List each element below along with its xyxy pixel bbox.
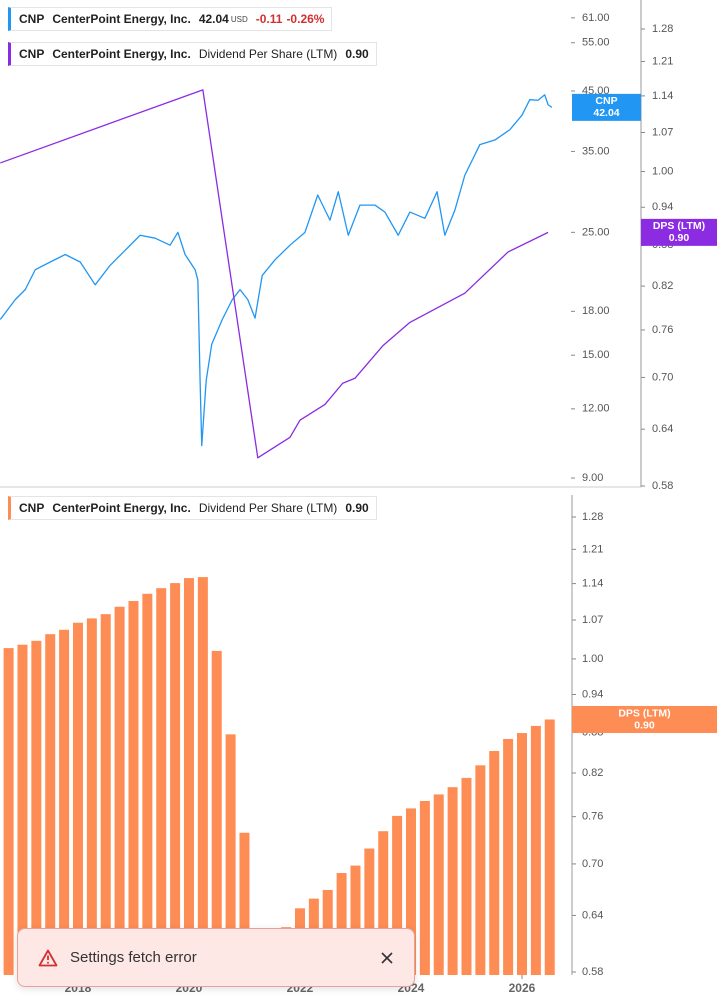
y-tick-label: 1.21 (582, 543, 603, 555)
warning-icon (38, 949, 58, 966)
y-tick-label: 1.28 (652, 23, 673, 35)
series-line (0, 89, 549, 459)
y-tick-label: 0.76 (582, 811, 603, 823)
legend-dps: CNP CenterPoint Energy, Inc. Dividend Pe… (8, 42, 377, 66)
company: CenterPoint Energy, Inc. (52, 501, 191, 515)
badge-value: 42.04 (593, 107, 619, 119)
bar (211, 650, 222, 975)
bar (17, 644, 28, 975)
badge-label: DPS (LTM) (653, 220, 705, 232)
y-tick-label: 9.00 (582, 472, 603, 484)
bar (350, 865, 361, 975)
y-tick-label: 55.00 (582, 37, 610, 49)
y-tick-label: 1.14 (582, 578, 603, 590)
toast-message: Settings fetch error (70, 949, 197, 966)
bar (447, 787, 458, 975)
bar (45, 634, 56, 975)
company: CenterPoint Energy, Inc. (52, 12, 191, 26)
ticker: CNP (19, 501, 45, 515)
value-badge (641, 218, 717, 246)
bar (183, 578, 194, 975)
company: CenterPoint Energy, Inc. (52, 47, 191, 61)
y-tick-label: 15.00 (582, 349, 610, 361)
metric: Dividend Per Share (LTM) (198, 47, 338, 61)
value-badge (572, 93, 641, 121)
y-tick-label: 35.00 (582, 145, 610, 157)
bar (503, 738, 514, 975)
change-pct: -0.26% (286, 12, 325, 26)
legend-price: CNP CenterPoint Energy, Inc. 42.04 USD -… (8, 7, 333, 31)
bar (100, 614, 111, 975)
bar (31, 640, 42, 975)
y-tick-label: 1.07 (652, 126, 673, 138)
bar (86, 618, 97, 975)
bar (225, 734, 236, 975)
bar (364, 848, 375, 975)
bar (72, 622, 83, 975)
value: 0.90 (345, 47, 369, 61)
metric: Dividend Per Share (LTM) (198, 501, 338, 515)
y-tick-label: 0.70 (652, 371, 673, 383)
bar (489, 750, 500, 975)
y-tick-label: 1.00 (582, 653, 603, 665)
y-tick-label: 0.94 (582, 688, 603, 700)
x-tick-label: 2026 (509, 981, 536, 995)
bar (114, 606, 125, 975)
y-tick-label: 0.82 (582, 767, 603, 779)
bar (170, 583, 181, 975)
bar (336, 873, 347, 975)
bar (378, 831, 389, 975)
series-line (0, 94, 553, 447)
legend-dps-bars: CNP CenterPoint Energy, Inc. Dividend Pe… (8, 496, 377, 520)
y-tick-label: 0.70 (582, 858, 603, 870)
value: 0.90 (345, 501, 369, 515)
y-tick-label: 0.94 (652, 201, 673, 213)
badge-label: DPS (LTM) (618, 707, 670, 719)
y-tick-label: 25.00 (582, 226, 610, 238)
bar (156, 588, 167, 975)
bar (433, 794, 444, 975)
bar (475, 765, 486, 975)
y-tick-label: 1.14 (652, 90, 673, 102)
bar (461, 777, 472, 975)
y-tick-label: 1.28 (582, 511, 603, 523)
y-tick-label: 0.58 (582, 966, 603, 978)
bar (59, 629, 70, 975)
y-tick-label: 0.76 (652, 324, 673, 336)
bar (405, 808, 416, 975)
y-tick-label: 0.82 (652, 280, 673, 292)
y-tick-label: 12.00 (582, 403, 610, 415)
badge-value: 0.90 (634, 719, 655, 731)
y-tick-label: 1.00 (652, 165, 673, 177)
y-tick-label: 1.21 (652, 55, 673, 67)
bar (516, 733, 527, 975)
y-tick-label: 0.64 (582, 909, 603, 921)
change: -0.11 (255, 12, 283, 26)
y-tick-label: 61.00 (582, 12, 610, 24)
y-tick-label: 18.00 (582, 305, 610, 317)
close-button[interactable] (380, 951, 394, 965)
badge-label: CNP (595, 95, 617, 107)
bar (239, 832, 250, 975)
ticker: CNP (19, 47, 45, 61)
y-tick-label: 0.58 (652, 480, 673, 492)
bar (392, 815, 403, 975)
bar (544, 719, 555, 975)
bar (3, 648, 14, 975)
bar (142, 593, 153, 975)
ticker: CNP (19, 12, 45, 26)
value-badge (572, 705, 717, 733)
bar (419, 800, 430, 975)
y-tick-label: 1.07 (582, 614, 603, 626)
bar (197, 577, 208, 975)
y-tick-label: 0.64 (652, 423, 673, 435)
bar (128, 601, 139, 975)
bar (530, 725, 541, 975)
currency: USD (230, 15, 248, 24)
badge-value: 0.90 (669, 232, 690, 244)
price: 42.04 (198, 12, 229, 26)
toast: Settings fetch error (17, 928, 415, 987)
